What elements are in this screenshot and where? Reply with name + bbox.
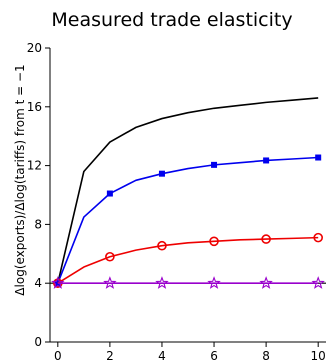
series-line-2 bbox=[57, 236, 319, 284]
data-point-star bbox=[103, 276, 117, 289]
data-point-star bbox=[207, 276, 221, 289]
y-tick-label: 20 bbox=[27, 41, 42, 55]
data-point-square bbox=[106, 190, 113, 197]
plot-area: 0 4 8 12 16 20 0 2 4 6 8 10 bbox=[27, 41, 326, 361]
data-point-square bbox=[158, 170, 165, 177]
y-tick-label: 12 bbox=[27, 159, 42, 173]
x-tick-label: 6 bbox=[210, 349, 218, 361]
series-line-0 bbox=[57, 97, 319, 284]
data-point-square bbox=[263, 157, 270, 164]
y-tick-label: 4 bbox=[34, 276, 42, 290]
x-tick-label: 0 bbox=[54, 349, 62, 361]
data-point-star bbox=[311, 276, 325, 289]
y-tick-label: 16 bbox=[27, 100, 42, 114]
chart-title: Measured trade elasticity bbox=[51, 9, 292, 31]
data-point-circle bbox=[157, 240, 167, 251]
data-point-star bbox=[259, 276, 273, 289]
data-point-circle bbox=[261, 234, 271, 244]
y-axis-label: Δlog(exports)/Δlog(tariffs) from t = −1 bbox=[13, 64, 27, 295]
data-point-circle bbox=[105, 251, 115, 262]
x-tick-label: 10 bbox=[311, 349, 326, 361]
series-line-1 bbox=[57, 156, 319, 284]
x-tick-label: 2 bbox=[106, 349, 114, 361]
data-point-star bbox=[155, 276, 169, 289]
y-tick-label: 8 bbox=[34, 217, 42, 231]
data-point-circle bbox=[209, 236, 219, 247]
y-tick-label: 0 bbox=[34, 335, 42, 349]
x-tick-label: 8 bbox=[262, 349, 270, 361]
data-point-star bbox=[51, 276, 65, 289]
data-point-square bbox=[315, 154, 322, 161]
data-point-square bbox=[211, 161, 218, 168]
x-tick-label: 4 bbox=[158, 349, 166, 361]
data-point-circle bbox=[313, 232, 323, 243]
